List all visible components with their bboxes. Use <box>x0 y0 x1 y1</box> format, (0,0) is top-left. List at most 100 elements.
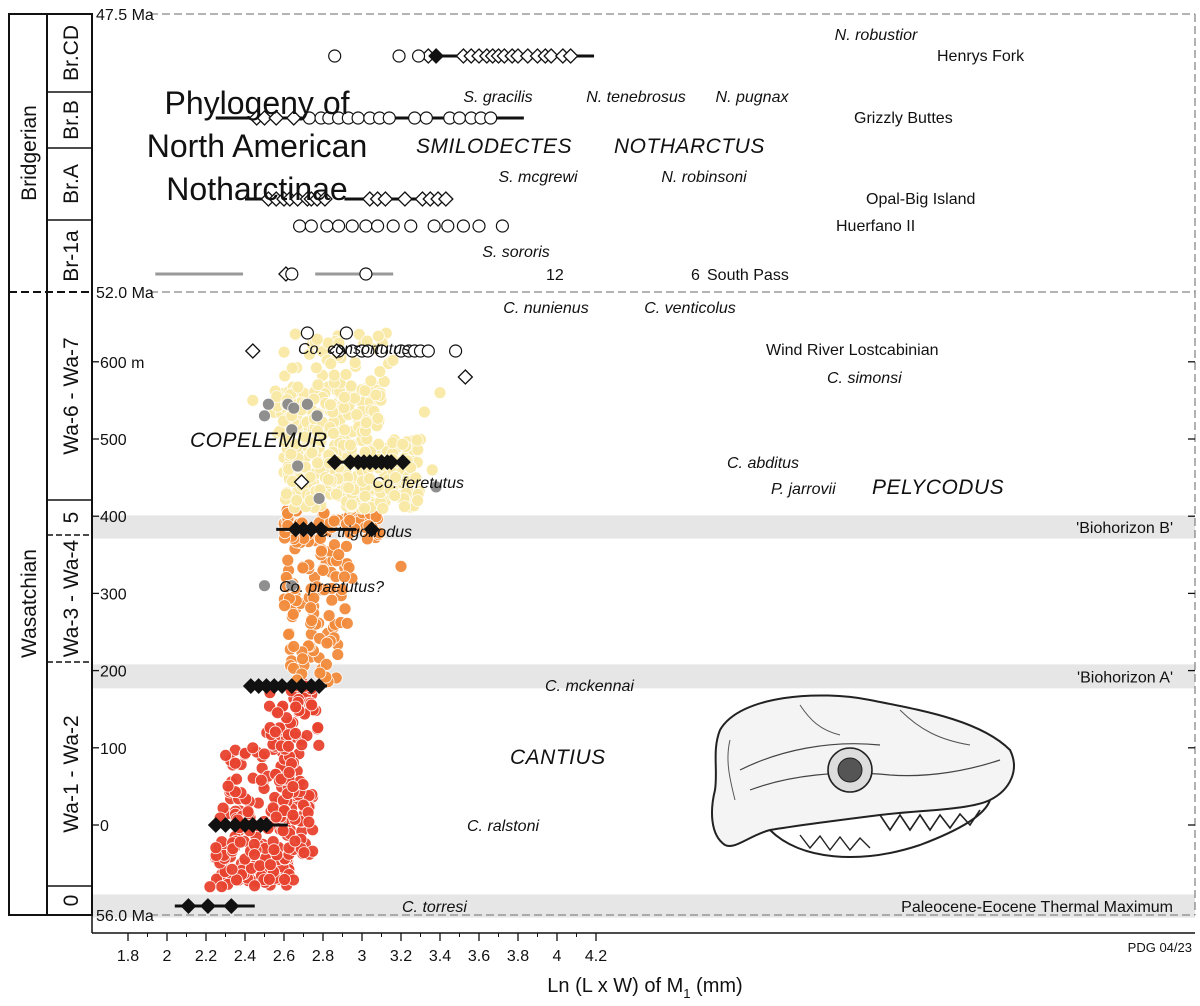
skull-illustration <box>711 694 1015 858</box>
point-series-2 <box>310 332 324 346</box>
x-tick-label-7: 3.2 <box>390 948 412 965</box>
point-series-0 <box>221 779 235 793</box>
point-series-2 <box>348 356 362 369</box>
point-series-2 <box>433 386 447 400</box>
band-label-1: 'Biohorizon A' <box>1077 669 1173 686</box>
zone-label-6: Wa-3 - Wa-4 <box>60 539 83 657</box>
point-series-2 <box>369 388 383 402</box>
point-series-3 <box>291 459 305 473</box>
boundary-label-2: 56.0 Ma <box>96 908 154 925</box>
stage-bridgerian: Bridgerian <box>18 105 41 201</box>
point-series-0 <box>203 880 217 894</box>
y-tick-label-2: 200 <box>100 664 127 681</box>
open-circle <box>285 267 299 281</box>
point-series-2 <box>342 481 356 495</box>
point-series-2 <box>311 378 325 392</box>
point-series-2 <box>372 480 386 494</box>
point-series-2 <box>396 437 410 451</box>
band-2 <box>92 894 1195 918</box>
species-label-15: Co. praetutus? <box>279 579 384 596</box>
open-circle <box>320 219 334 233</box>
point-series-2 <box>373 365 387 378</box>
point-series-1 <box>320 658 333 671</box>
point-series-2 <box>246 393 260 407</box>
site-label-3: Huerfano II <box>836 218 915 235</box>
open-circle <box>404 219 418 233</box>
species-label-7: C. nunienus <box>503 300 588 317</box>
point-series-2 <box>344 379 358 393</box>
open-circle <box>345 219 359 233</box>
point-series-2 <box>324 398 337 412</box>
mean-marker <box>258 817 275 833</box>
point-series-1 <box>296 561 310 575</box>
species-label-18: C. torresi <box>402 899 467 916</box>
point-series-2 <box>417 405 431 419</box>
band-0 <box>92 515 1195 539</box>
x-tick-label-8: 3.4 <box>429 948 451 965</box>
open-diamond <box>396 191 413 207</box>
chart-labels: Phylogeny of North American Notharctinae… <box>147 27 1025 916</box>
filled-diamond <box>428 48 445 64</box>
point-series-1 <box>343 513 357 527</box>
point-series-2 <box>350 408 364 422</box>
species-label-2: N. tenebrosus <box>586 89 686 106</box>
x-axis-label: Ln (L x W) of M1 (mm) <box>547 975 742 1001</box>
point-series-1 <box>286 607 300 621</box>
open-circle <box>332 219 346 233</box>
point-series-1 <box>338 602 352 616</box>
point-series-0 <box>271 706 284 720</box>
genus-pelycodus: PELYCODUS <box>872 476 1004 499</box>
species-label-13: P. jarrovii <box>771 481 836 498</box>
point-series-0 <box>230 772 243 786</box>
point-series-3 <box>287 401 301 415</box>
x-tick-label-3: 2.4 <box>234 948 256 965</box>
point-series-3 <box>258 579 271 593</box>
zone-label-1: Br.B <box>60 100 83 140</box>
point-series-2 <box>371 329 385 343</box>
point-series-2 <box>309 361 323 375</box>
point-series-2 <box>280 487 293 501</box>
x-tick-label-4: 2.6 <box>273 948 295 965</box>
open-circle <box>441 219 455 233</box>
species-label-17: C. ralstoni <box>467 818 539 835</box>
stage-wasatchian: Wasatchian <box>18 549 41 658</box>
x-tick-label-6: 3 <box>358 948 367 965</box>
mean-marker <box>363 521 380 538</box>
point-series-2 <box>284 447 298 461</box>
point-series-0 <box>228 756 242 770</box>
open-diamond <box>377 191 394 207</box>
species-label-0: N. robustior <box>835 27 918 44</box>
open-circle <box>427 219 441 233</box>
open-circle <box>456 219 470 233</box>
band-1 <box>92 664 1195 689</box>
open-circle <box>419 111 433 125</box>
point-series-2 <box>358 384 372 398</box>
y-tick-label-0: 0 <box>100 818 109 835</box>
y-tick-label-4: 400 <box>100 509 127 526</box>
point-series-0 <box>295 738 309 752</box>
point-series-1 <box>394 559 408 573</box>
point-series-0 <box>254 773 268 787</box>
point-series-1 <box>325 593 339 607</box>
chart-title-line-1: Phylogeny of <box>164 85 349 121</box>
mean-marker <box>180 898 197 914</box>
x-tick-label-12: 4.2 <box>585 948 607 965</box>
point-series-2 <box>305 446 319 460</box>
point-series-0 <box>305 698 319 712</box>
y-tick-label-3: 300 <box>100 586 127 603</box>
open-circle <box>359 267 373 281</box>
site-label-1: Grizzly Buttes <box>854 110 953 127</box>
point-series-2 <box>321 473 335 487</box>
point-series-3 <box>285 579 299 593</box>
south-pass-count-1: 6 <box>691 267 700 284</box>
mean-marker <box>326 454 343 471</box>
data-points <box>203 326 447 894</box>
species-label-3: N. pugnax <box>716 89 790 106</box>
y-tick-label-1: 100 <box>100 741 127 758</box>
x-tick-label-5: 2.8 <box>312 948 334 965</box>
open-circle <box>359 219 373 233</box>
mean-marker <box>313 521 329 538</box>
point-series-3 <box>312 492 326 505</box>
open-circle <box>382 111 396 125</box>
open-circle <box>300 326 314 340</box>
